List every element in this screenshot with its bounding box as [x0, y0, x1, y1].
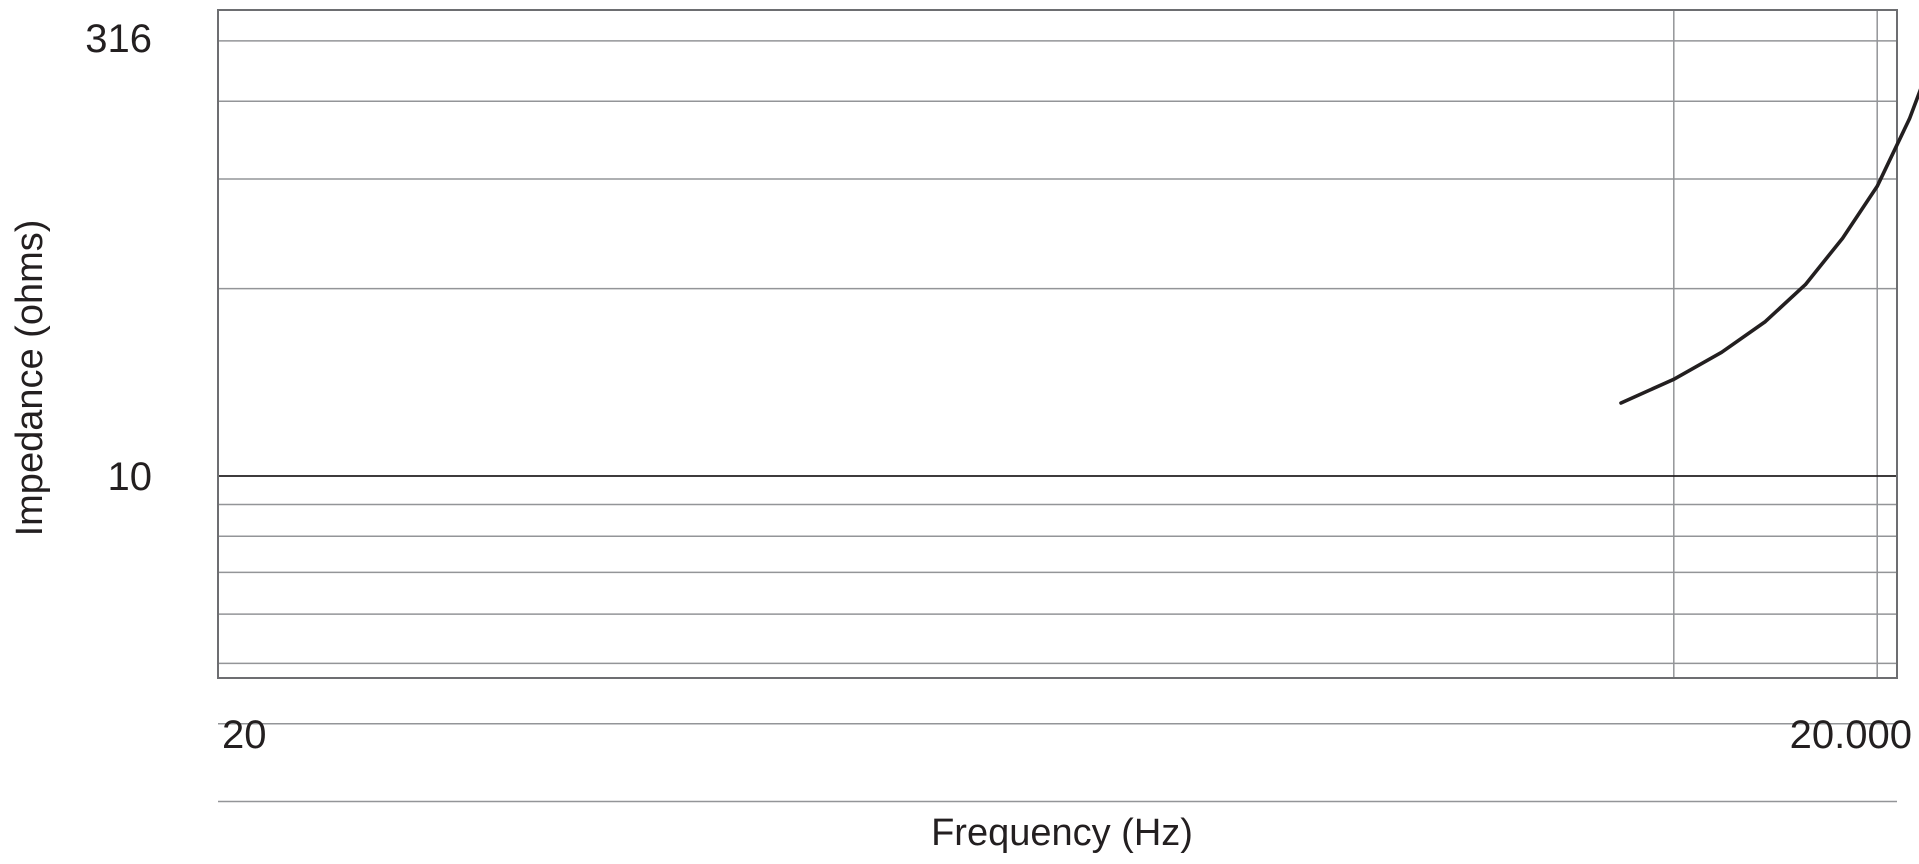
- x-tick-labels: 201001.00010.00020.000: [222, 713, 1912, 757]
- series-layer: [1619, 88, 1919, 405]
- y-tick-label: 316: [85, 17, 152, 61]
- y-tick-labels: 31610010: [85, 17, 153, 499]
- y-tick-label: 10: [108, 455, 153, 499]
- impedance-curve: [1619, 88, 1919, 405]
- x-tick-label: 20: [222, 713, 267, 757]
- y-axis-label: Impedance (ohms): [9, 220, 51, 537]
- x-axis-label: Frequency (Hz): [931, 812, 1193, 854]
- grid-lines: [218, 10, 1897, 803]
- x-tick-label: 20.000: [1790, 713, 1912, 757]
- plot-frame: [217, 9, 1898, 679]
- plot-area-border: [217, 9, 1898, 679]
